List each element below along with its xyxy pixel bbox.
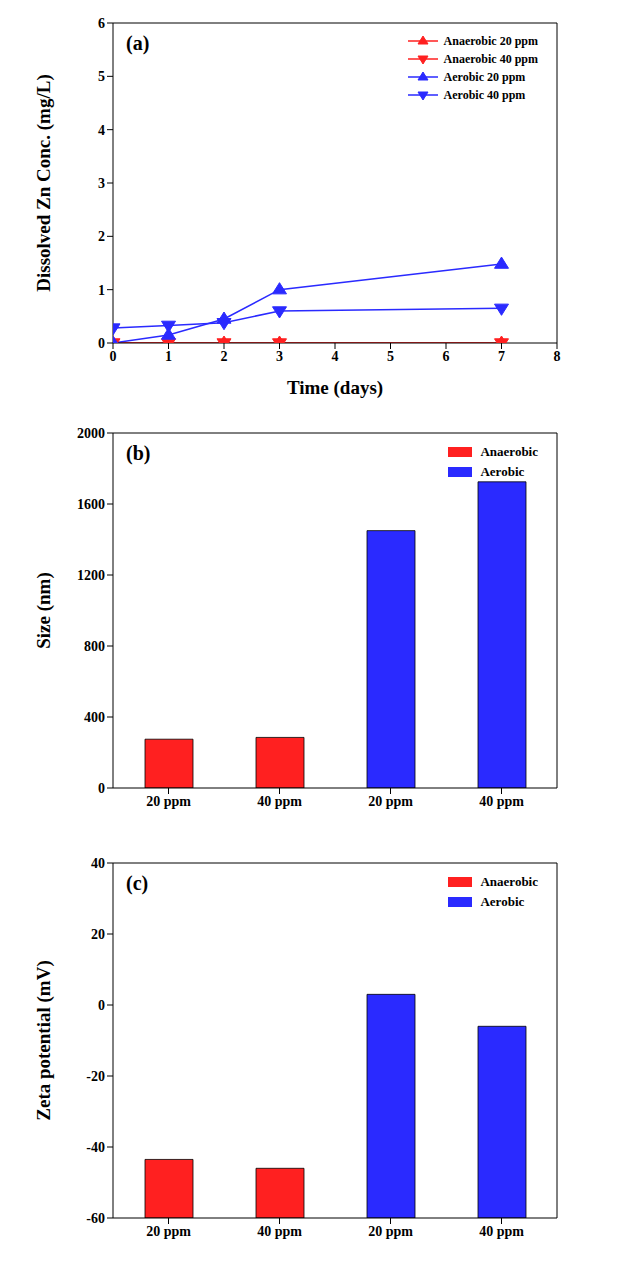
- svg-text:7: 7: [498, 349, 505, 364]
- svg-text:6: 6: [443, 349, 450, 364]
- html-text:Aerobic 20 ppm: Aerobic 20 ppm: [443, 69, 526, 84]
- svg-text:1: 1: [165, 349, 172, 364]
- html-text:Aerobic 40 ppm: Aerobic 40 ppm: [443, 87, 526, 102]
- svg-text:20 ppm: 20 ppm: [146, 1224, 191, 1239]
- html-text:(b): (b): [126, 442, 151, 464]
- svg-text:40: 40: [91, 856, 105, 871]
- html-text:Aerobic: Aerobic: [480, 464, 525, 479]
- html-text:(c): (c): [126, 872, 149, 894]
- html-text:(a): (a): [126, 32, 150, 54]
- svg-text:2: 2: [221, 349, 228, 364]
- svg-text:1: 1: [98, 283, 105, 298]
- svg-text:1600: 1600: [77, 497, 105, 512]
- svg-text:40 ppm: 40 ppm: [479, 794, 524, 809]
- svg-text:4: 4: [98, 123, 105, 138]
- html-text:Aerobic: Aerobic: [480, 894, 525, 909]
- svg-text:20 ppm: 20 ppm: [368, 1224, 413, 1239]
- svg-text:40 ppm: 40 ppm: [479, 1224, 524, 1239]
- svg-text:3: 3: [98, 176, 105, 191]
- svg-text:2000: 2000: [77, 426, 105, 441]
- svg-text:Zeta potential (mV): Zeta potential (mV): [33, 960, 55, 1120]
- svg-text:-20: -20: [86, 1069, 105, 1084]
- svg-text:-60: -60: [86, 1211, 105, 1226]
- html-text:Anaerobic 20 ppm: Anaerobic 20 ppm: [443, 33, 538, 48]
- svg-text:8: 8: [554, 349, 561, 364]
- html-text:Anaerobic: Anaerobic: [480, 874, 538, 889]
- svg-text:0: 0: [98, 781, 105, 796]
- svg-text:1200: 1200: [77, 568, 105, 583]
- svg-text:4: 4: [332, 349, 339, 364]
- svg-text:800: 800: [84, 639, 105, 654]
- svg-text:5: 5: [98, 69, 105, 84]
- svg-text:3: 3: [276, 349, 283, 364]
- svg-text:6: 6: [98, 16, 105, 31]
- svg-text:20 ppm: 20 ppm: [146, 794, 191, 809]
- svg-text:40 ppm: 40 ppm: [257, 1224, 302, 1239]
- svg-text:Size (nm): Size (nm): [33, 572, 55, 649]
- svg-text:20 ppm: 20 ppm: [368, 794, 413, 809]
- svg-text:0: 0: [98, 336, 105, 351]
- svg-text:400: 400: [84, 710, 105, 725]
- svg-text:Time (days): Time (days): [287, 377, 383, 399]
- svg-text:40 ppm: 40 ppm: [257, 794, 302, 809]
- html-text:Anaerobic: Anaerobic: [480, 444, 538, 459]
- svg-text:0: 0: [98, 998, 105, 1013]
- svg-text:5: 5: [387, 349, 394, 364]
- svg-text:20: 20: [91, 927, 105, 942]
- html-text:Anaerobic 40 ppm: Anaerobic 40 ppm: [443, 51, 538, 66]
- svg-text:0: 0: [110, 349, 117, 364]
- svg-text:2: 2: [98, 229, 105, 244]
- svg-text:-40: -40: [86, 1140, 105, 1155]
- svg-text:Dissolved Zn Conc. (mg/L): Dissolved Zn Conc. (mg/L): [33, 74, 55, 291]
